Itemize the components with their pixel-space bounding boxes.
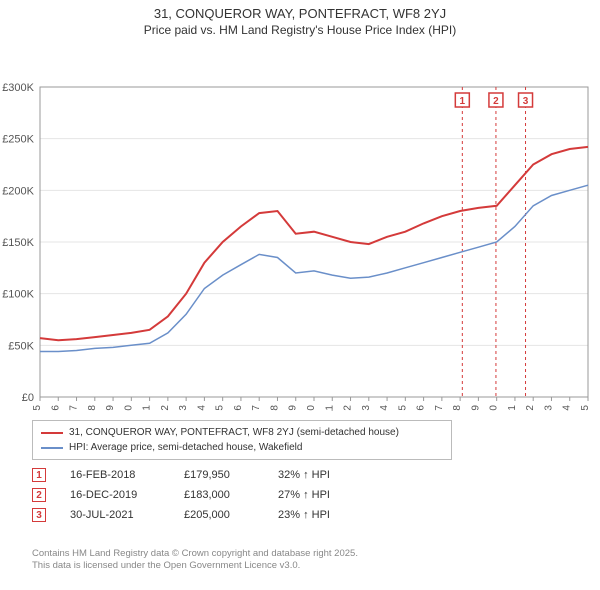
svg-text:1998: 1998 xyxy=(87,404,98,410)
svg-text:2004: 2004 xyxy=(196,404,207,410)
svg-text:2021: 2021 xyxy=(507,404,518,410)
svg-text:2009: 2009 xyxy=(288,404,299,410)
footer-line2: This data is licensed under the Open Gov… xyxy=(32,560,358,572)
svg-text:£150K: £150K xyxy=(2,237,34,249)
tx-price: £205,000 xyxy=(184,509,254,521)
svg-text:2002: 2002 xyxy=(160,404,171,410)
svg-text:£0: £0 xyxy=(22,392,34,404)
svg-text:2008: 2008 xyxy=(269,404,280,410)
svg-text:2006: 2006 xyxy=(233,404,244,410)
legend-item: HPI: Average price, semi-detached house,… xyxy=(41,440,443,455)
svg-text:2007: 2007 xyxy=(251,404,262,410)
svg-text:2016: 2016 xyxy=(416,404,427,410)
legend-box: 31, CONQUEROR WAY, PONTEFRACT, WF8 2YJ (… xyxy=(32,420,452,460)
transaction-row: 1 16-FEB-2018 £179,950 32% ↑ HPI xyxy=(32,468,358,482)
legend-swatch xyxy=(41,447,63,449)
svg-text:2023: 2023 xyxy=(543,404,554,410)
tx-marker: 2 xyxy=(32,488,46,502)
line-chart: £0 £50K £100K £150K £200K £250K £300K 1995 1996 1… xyxy=(0,41,600,411)
transaction-row: 2 16-DEC-2019 £183,000 27% ↑ HPI xyxy=(32,488,358,502)
tx-date: 30-JUL-2021 xyxy=(70,509,160,521)
svg-text:1995: 1995 xyxy=(32,404,43,410)
svg-text:2014: 2014 xyxy=(379,404,390,410)
legend-item: 31, CONQUEROR WAY, PONTEFRACT, WF8 2YJ (… xyxy=(41,425,443,440)
svg-text:£300K: £300K xyxy=(2,82,34,94)
chart-title-line2: Price paid vs. HM Land Registry's House … xyxy=(0,23,600,37)
legend-label: 31, CONQUEROR WAY, PONTEFRACT, WF8 2YJ (… xyxy=(69,425,399,440)
chart-title-line1: 31, CONQUEROR WAY, PONTEFRACT, WF8 2YJ xyxy=(0,0,600,23)
svg-text:1997: 1997 xyxy=(69,404,80,410)
svg-text:2020: 2020 xyxy=(489,404,500,410)
tx-price: £183,000 xyxy=(184,489,254,501)
svg-text:2011: 2011 xyxy=(324,404,335,410)
svg-text:2000: 2000 xyxy=(123,404,134,410)
tx-price: £179,950 xyxy=(184,469,254,481)
svg-text:2005: 2005 xyxy=(215,404,226,410)
svg-text:2018: 2018 xyxy=(452,404,463,410)
svg-text:1996: 1996 xyxy=(50,404,61,410)
tx-date: 16-DEC-2019 xyxy=(70,489,160,501)
tx-pct: 32% ↑ HPI xyxy=(278,469,358,481)
svg-text:£250K: £250K xyxy=(2,134,34,146)
transaction-row: 3 30-JUL-2021 £205,000 23% ↑ HPI xyxy=(32,508,358,522)
svg-text:£50K: £50K xyxy=(8,340,34,352)
svg-text:2010: 2010 xyxy=(306,404,317,410)
svg-text:2: 2 xyxy=(493,96,499,107)
tx-marker: 1 xyxy=(32,468,46,482)
chart-container: 31, CONQUEROR WAY, PONTEFRACT, WF8 2YJ P… xyxy=(0,0,600,590)
tx-marker: 3 xyxy=(32,508,46,522)
svg-text:1: 1 xyxy=(460,96,466,107)
svg-text:3: 3 xyxy=(523,96,529,107)
svg-text:2013: 2013 xyxy=(361,404,372,410)
tx-pct: 23% ↑ HPI xyxy=(278,509,358,521)
svg-text:2017: 2017 xyxy=(434,404,445,410)
transactions-table: 1 16-FEB-2018 £179,950 32% ↑ HPI 2 16-DEC-201… xyxy=(32,468,358,528)
svg-text:2024: 2024 xyxy=(562,404,573,410)
footer-line1: Contains HM Land Registry data © Crown c… xyxy=(32,548,358,560)
tx-pct: 27% ↑ HPI xyxy=(278,489,358,501)
tx-date: 16-FEB-2018 xyxy=(70,469,160,481)
svg-text:2022: 2022 xyxy=(525,404,536,410)
legend-label: HPI: Average price, semi-detached house,… xyxy=(69,440,302,455)
svg-text:2003: 2003 xyxy=(178,404,189,410)
legend-swatch xyxy=(41,432,63,434)
svg-text:£200K: £200K xyxy=(2,185,34,197)
svg-text:2001: 2001 xyxy=(142,404,153,410)
footer-attribution: Contains HM Land Registry data © Crown c… xyxy=(32,548,358,573)
svg-text:1999: 1999 xyxy=(105,404,116,410)
svg-text:2012: 2012 xyxy=(343,404,354,410)
svg-text:2025: 2025 xyxy=(580,404,591,410)
svg-text:2019: 2019 xyxy=(470,404,481,410)
svg-text:2015: 2015 xyxy=(397,404,408,410)
svg-text:£100K: £100K xyxy=(2,289,34,301)
